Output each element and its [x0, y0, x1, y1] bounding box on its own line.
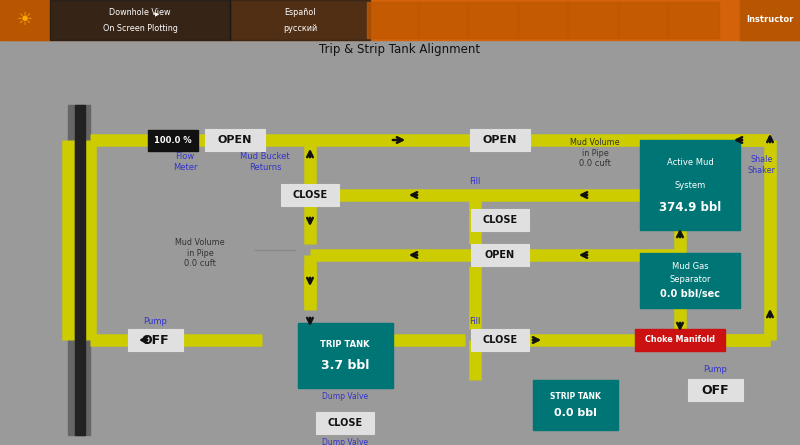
Text: 0.0 cuft: 0.0 cuft — [184, 259, 216, 268]
Bar — [667, 2, 719, 38]
Text: OFF: OFF — [701, 384, 729, 396]
Text: Instructor: Instructor — [746, 16, 794, 24]
Bar — [367, 2, 419, 38]
Text: Mud Bucket
Returns: Mud Bucket Returns — [240, 152, 290, 172]
Text: 0.0 bbl/sec: 0.0 bbl/sec — [660, 289, 720, 299]
Text: русский: русский — [283, 24, 317, 33]
Bar — [467, 2, 519, 38]
Bar — [740, 0, 800, 40]
Bar — [127, 329, 182, 351]
Text: OFF: OFF — [141, 333, 169, 347]
Bar — [148, 130, 198, 151]
Text: Separator: Separator — [670, 275, 710, 284]
Text: On Screen Plotting: On Screen Plotting — [102, 24, 178, 33]
Text: Flow
Meter: Flow Meter — [173, 152, 198, 172]
Bar — [471, 244, 529, 266]
Bar — [470, 129, 530, 151]
Bar — [471, 329, 529, 351]
Text: CLOSE: CLOSE — [293, 190, 327, 200]
Bar — [0, 0, 800, 40]
Text: 0.0 bbl: 0.0 bbl — [554, 409, 597, 418]
Text: OPEN: OPEN — [485, 250, 515, 260]
Text: Active Mud: Active Mud — [666, 158, 714, 167]
Text: STRIP TANK: STRIP TANK — [550, 392, 601, 401]
Bar — [640, 252, 740, 307]
Text: Mud Volume
in Pipe: Mud Volume in Pipe — [175, 239, 225, 258]
Bar — [640, 140, 740, 230]
Bar — [298, 323, 393, 388]
Text: System: System — [674, 181, 706, 190]
Text: 374.9 bbl: 374.9 bbl — [659, 201, 721, 214]
Text: ▶: ▶ — [155, 12, 159, 17]
Text: Dump Valve: Dump Valve — [322, 392, 368, 401]
Bar — [0, 0, 50, 40]
Text: Español: Español — [284, 8, 316, 17]
Bar — [471, 209, 529, 231]
Text: 0.0 cuft: 0.0 cuft — [579, 158, 611, 167]
Bar — [417, 2, 469, 38]
Bar — [617, 2, 669, 38]
Bar — [68, 105, 90, 435]
Bar — [316, 412, 374, 433]
Text: CLOSE: CLOSE — [482, 215, 518, 225]
Text: Dump Valve: Dump Valve — [322, 438, 368, 445]
Text: Fill: Fill — [470, 317, 481, 327]
Bar — [687, 379, 742, 401]
Text: Fill: Fill — [470, 177, 481, 186]
Text: TRIP TANK: TRIP TANK — [320, 340, 370, 349]
Text: Shale
Shaker: Shale Shaker — [748, 155, 776, 175]
Text: Choke Manifold: Choke Manifold — [645, 336, 715, 344]
Bar — [230, 0, 370, 40]
Bar — [281, 184, 339, 206]
Text: Mud Volume
in Pipe: Mud Volume in Pipe — [570, 138, 620, 158]
Text: ☀: ☀ — [17, 11, 33, 29]
Bar — [205, 129, 265, 151]
Text: 3.7 bbl: 3.7 bbl — [321, 359, 369, 372]
Bar — [50, 0, 230, 40]
Text: Pump: Pump — [143, 317, 167, 327]
Text: OPEN: OPEN — [218, 135, 252, 145]
Bar — [75, 105, 85, 435]
Text: Trip & Strip Tank Alignment: Trip & Strip Tank Alignment — [319, 44, 481, 57]
Text: 100.0 %: 100.0 % — [154, 136, 192, 145]
Text: Downhole View: Downhole View — [110, 8, 170, 17]
Text: Pump: Pump — [703, 365, 727, 375]
Bar — [533, 380, 618, 430]
Bar — [517, 2, 569, 38]
Bar — [635, 329, 725, 351]
Text: CLOSE: CLOSE — [482, 335, 518, 345]
Bar — [567, 2, 619, 38]
Text: CLOSE: CLOSE — [327, 417, 362, 428]
Text: Mud Gas: Mud Gas — [672, 262, 708, 271]
Text: OPEN: OPEN — [483, 135, 517, 145]
